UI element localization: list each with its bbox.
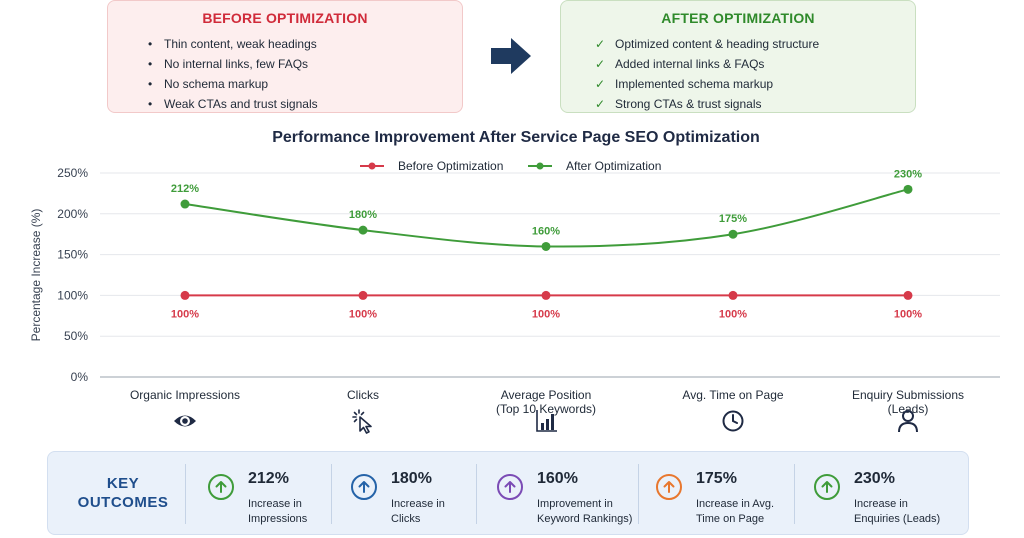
key-outcomes-title: KEY OUTCOMES (77, 475, 169, 511)
before-optimization-panel: BEFORE OPTIMIZATION • Thin content, weak … (107, 0, 463, 113)
data-label: 100% (719, 308, 747, 320)
before-list: • Thin content, weak headings • No interna… (148, 34, 318, 114)
data-point (541, 241, 551, 251)
outcome-value: 160% (537, 470, 578, 487)
after-item: ✓ Added internal links & FAQs (595, 54, 819, 74)
data-label: 100% (532, 308, 560, 320)
data-point (180, 199, 190, 209)
up-arrow-icon (351, 474, 377, 500)
before-item: • Weak CTAs and trust signals (148, 94, 318, 114)
x-category-label: Organic Impressions (130, 388, 240, 402)
data-point (728, 229, 738, 239)
data-point (358, 290, 368, 300)
data-point (903, 184, 913, 194)
check-icon: ✓ (595, 37, 606, 51)
data-label: 100% (349, 308, 377, 320)
outcome-divider (638, 464, 639, 524)
chart-title: Performance Improvement After Service Pa… (272, 129, 760, 146)
right-arrow-icon (491, 38, 531, 74)
outcome-value: 230% (854, 470, 895, 487)
after-list: ✓ Optimized content & heading structure ✓… (595, 34, 819, 114)
x-category-label: (Top 10 Keywords) (496, 402, 596, 416)
up-arrow-icon (208, 474, 234, 500)
eye-icon (174, 415, 196, 427)
user-icon (898, 410, 918, 433)
data-label: 212% (171, 183, 199, 195)
outcome-description: Increase in Clicks (391, 498, 445, 525)
after-item: ✓ Optimized content & heading structure (595, 34, 819, 54)
performance-line-chart: Performance Improvement After Service Pa… (29, 129, 1000, 434)
outcome-description: Increase in Enquiries (Leads) (854, 498, 941, 525)
clock-icon (722, 410, 744, 432)
up-arrow-icon (814, 474, 840, 500)
check-icon: ✓ (595, 57, 606, 71)
data-point (541, 290, 551, 300)
legend-marker-1 (368, 162, 376, 170)
series-line-after (184, 188, 909, 248)
up-arrow-icon (497, 474, 523, 500)
outcome-divider (794, 464, 795, 524)
outcome-value: 180% (391, 470, 432, 487)
y-tick-label: 100% (57, 288, 88, 302)
after-item: ✓ Strong CTAs & trust signals (595, 94, 819, 114)
data-label: 230% (894, 168, 922, 180)
outcome-description: Improvement in Keyword Rankings) (537, 498, 633, 525)
legend-label-2: After Optimization (566, 159, 661, 173)
data-point (180, 290, 190, 300)
x-category-label: (Leads) (888, 402, 929, 416)
y-axis-label: Percentage Increase (%) (29, 209, 43, 342)
data-point (903, 290, 913, 300)
legend-marker-2 (536, 162, 544, 170)
outcome-description: Increase in Avg. Time on Page (696, 498, 775, 525)
bullet-icon: • (148, 57, 153, 71)
outcome-value: 175% (696, 470, 737, 487)
y-tick-label: 250% (57, 166, 88, 180)
data-point (728, 290, 738, 300)
outcome-description: Increase in Impressions (248, 498, 308, 525)
outcome-divider (185, 464, 186, 524)
bullet-icon: • (148, 37, 153, 51)
bullet-icon: • (148, 77, 153, 91)
check-icon: ✓ (595, 97, 606, 111)
outcome-divider (331, 464, 332, 524)
data-point (358, 225, 368, 235)
up-arrow-icon (656, 474, 682, 500)
data-label: 160% (532, 225, 560, 237)
after-optimization-panel: AFTER OPTIMIZATION ✓ Optimized content & … (560, 0, 916, 113)
y-tick-label: 50% (64, 329, 88, 343)
y-tick-label: 0% (71, 370, 89, 384)
before-item: • No schema markup (148, 74, 318, 94)
cursor-click-icon (352, 409, 372, 434)
check-icon: ✓ (595, 77, 606, 91)
before-item: • Thin content, weak headings (148, 34, 318, 54)
bar-chart-icon (536, 410, 557, 432)
y-tick-label: 200% (57, 207, 88, 221)
before-item: • No internal links, few FAQs (148, 54, 318, 74)
x-category-label: Enquiry Submissions (852, 388, 964, 402)
data-label: 100% (894, 308, 922, 320)
after-item: ✓ Implemented schema markup (595, 74, 819, 94)
x-category-label: Clicks (347, 388, 379, 402)
bullet-icon: • (148, 97, 153, 111)
before-title: BEFORE OPTIMIZATION (202, 10, 368, 26)
x-category-label: Average Position (501, 388, 592, 402)
outcome-divider (476, 464, 477, 524)
outcome-value: 212% (248, 470, 289, 487)
data-label: 100% (171, 308, 199, 320)
y-tick-label: 150% (57, 248, 88, 262)
data-label: 180% (349, 209, 377, 221)
legend-label-1: Before Optimization (398, 159, 503, 173)
key-outcomes-panel: KEY OUTCOMES 212% Increase in Impressions 1… (47, 451, 969, 535)
after-title: AFTER OPTIMIZATION (661, 10, 815, 26)
x-category-label: Avg. Time on Page (682, 388, 784, 402)
data-label: 175% (719, 213, 747, 225)
